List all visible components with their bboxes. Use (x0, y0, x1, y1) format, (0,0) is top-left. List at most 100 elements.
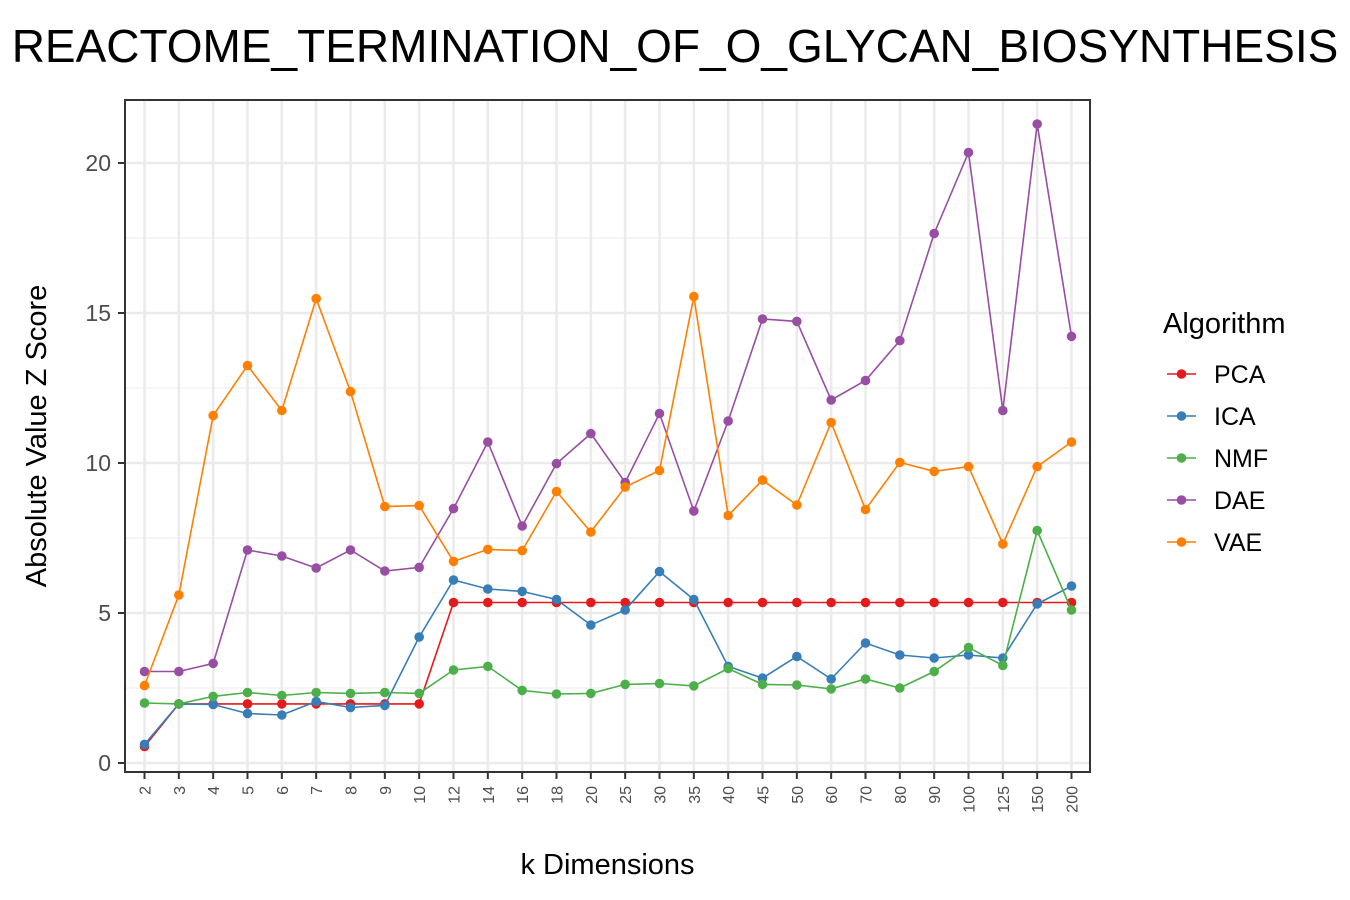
series-vae (139, 291, 1077, 691)
x-tick-label: 16 (515, 786, 532, 804)
x-tick-label: 125 (996, 786, 1013, 813)
data-point-nmf (414, 688, 424, 699)
data-point-dae (1066, 331, 1077, 342)
data-point-vae (242, 360, 253, 371)
data-point-dae (1032, 119, 1042, 129)
data-point-dae (208, 658, 218, 669)
data-point-pca (448, 597, 459, 608)
x-tick-label: 8 (344, 786, 361, 795)
data-point-ica (929, 653, 939, 663)
legend-label: NMF (1214, 445, 1268, 473)
data-point-ica (551, 594, 562, 605)
data-point-pca (620, 597, 630, 608)
data-point-pca (826, 597, 836, 608)
x-tick-label: 40 (721, 786, 738, 804)
data-point-nmf (174, 699, 184, 709)
data-point-nmf (1032, 525, 1042, 536)
data-point-vae (723, 510, 733, 521)
x-tick-label: 6 (275, 786, 292, 795)
chart-title: REACTOME_TERMINATION_OF_O_GLYCAN_BIOSYNT… (12, 20, 1339, 72)
data-point-nmf (723, 663, 733, 674)
data-point-ica (620, 605, 630, 615)
data-point-dae (551, 458, 562, 469)
data-point-pca (242, 699, 253, 709)
data-point-nmf (586, 688, 596, 699)
legend-label: PCA (1214, 361, 1266, 389)
series-line-dae (144, 123, 1073, 673)
data-point-vae (998, 539, 1008, 549)
legend-title: Algorithm (1163, 308, 1286, 340)
x-tick-label: 80 (893, 786, 910, 804)
legend-key-point (1176, 495, 1187, 505)
data-point-ica (689, 594, 699, 605)
data-point-pca (414, 699, 424, 709)
data-point-ica (277, 710, 287, 720)
data-point-nmf (483, 661, 493, 672)
legend: Algorithm PCA ICA NMF DAE VAE (1163, 308, 1286, 557)
data-point-nmf (895, 683, 905, 693)
data-point-ica (586, 620, 596, 630)
legend-key-point (1176, 453, 1187, 463)
legend-item-dae: DAE (1167, 487, 1265, 515)
legend-item-pca: PCA (1167, 361, 1266, 389)
data-point-nmf (654, 678, 665, 689)
data-point-ica (311, 696, 321, 707)
data-point-nmf (998, 660, 1008, 671)
data-point-ica (139, 739, 150, 750)
x-tick-label: 90 (927, 786, 944, 804)
data-point-nmf (860, 674, 871, 684)
data-point-nmf (551, 689, 562, 699)
plot-panel (125, 100, 1090, 772)
data-point-dae (345, 545, 356, 555)
data-point-ica (414, 632, 424, 642)
data-point-nmf (929, 666, 939, 677)
data-point-vae (551, 486, 562, 497)
data-point-nmf (826, 684, 836, 694)
data-point-nmf (208, 691, 218, 702)
x-tick-label: 20 (584, 786, 601, 804)
data-point-pca (517, 597, 527, 608)
data-point-nmf (242, 687, 253, 698)
x-tick-label: 25 (618, 786, 635, 804)
data-point-ica (448, 575, 459, 585)
data-point-nmf (517, 685, 527, 696)
data-point-dae (586, 428, 596, 439)
x-tick-label: 30 (653, 786, 670, 804)
data-point-dae (826, 395, 836, 405)
x-tick-label: 5 (241, 786, 258, 795)
x-tick-label: 50 (790, 786, 807, 804)
data-point-dae (998, 405, 1008, 416)
data-point-ica (517, 586, 527, 597)
series-dae (139, 119, 1077, 677)
x-tick-label: 200 (1065, 786, 1082, 813)
x-tick-label: 70 (859, 786, 876, 804)
data-point-dae (654, 408, 665, 419)
data-point-pca (998, 597, 1008, 608)
data-point-vae (929, 466, 939, 477)
data-point-dae (929, 228, 939, 239)
data-point-vae (895, 457, 905, 468)
data-point-pca (929, 597, 939, 608)
data-point-dae (895, 335, 905, 346)
data-point-nmf (345, 688, 356, 699)
y-tick-label: 10 (85, 450, 111, 476)
x-tick-label: 45 (756, 786, 773, 804)
data-point-pca (792, 597, 802, 608)
data-point-nmf (380, 687, 390, 698)
data-point-vae (380, 501, 390, 512)
data-point-vae (208, 410, 218, 421)
data-point-ica (208, 699, 218, 710)
data-point-nmf (620, 679, 630, 690)
x-tick-label: 12 (447, 786, 464, 804)
series-ica (139, 566, 1077, 750)
data-point-dae (174, 666, 184, 677)
x-axis-title: k Dimensions (520, 849, 694, 881)
panel-border (124, 99, 1091, 773)
x-tick-label: 18 (550, 786, 567, 804)
data-point-dae (448, 503, 459, 514)
legend-key-point (1176, 537, 1187, 547)
data-point-dae (963, 147, 974, 158)
y-tick-label: 15 (85, 300, 111, 326)
data-point-ica (1032, 599, 1042, 609)
data-point-pca (963, 597, 974, 608)
